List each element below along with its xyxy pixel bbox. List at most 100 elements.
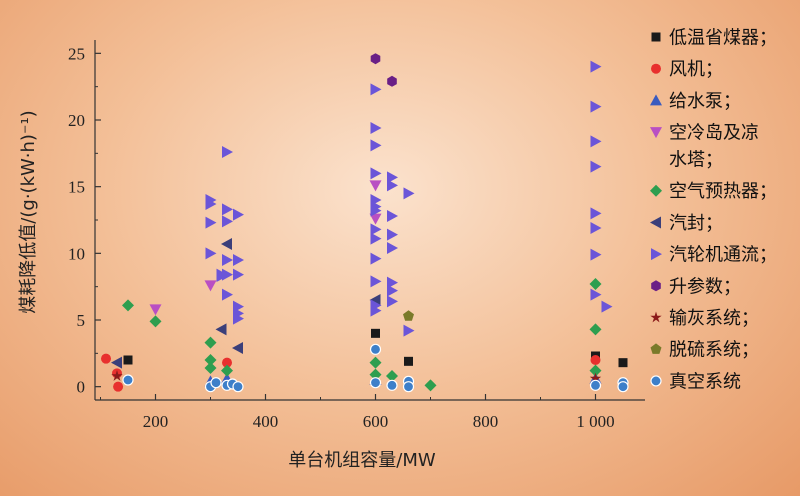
data-point xyxy=(589,278,602,290)
x-axis-title: 单台机组容量/MW xyxy=(288,450,436,471)
data-point xyxy=(370,223,382,236)
data-point xyxy=(386,379,398,391)
legend-item: 脱硫系统； xyxy=(650,340,759,361)
legend-label: 空气预热器； xyxy=(669,181,777,202)
data-point xyxy=(205,216,217,229)
data-point xyxy=(369,356,382,369)
data-point xyxy=(590,100,602,113)
series-5 xyxy=(111,238,381,369)
x-tick-label: 1 000 xyxy=(576,412,614,431)
data-point xyxy=(111,370,123,381)
data-point xyxy=(370,167,382,180)
data-point xyxy=(222,268,233,281)
y-tick-label: 20 xyxy=(68,111,85,130)
data-point xyxy=(370,83,382,96)
legend-label: 空冷岛及凉水塔； xyxy=(669,123,759,171)
data-point xyxy=(589,364,602,377)
data-point xyxy=(386,370,398,382)
data-point xyxy=(387,276,398,289)
series-3 xyxy=(149,180,382,316)
axes: 0 5 10 15 20 25 200 400 600 800 1 000 xyxy=(68,40,645,431)
data-point xyxy=(590,135,602,148)
data-point xyxy=(204,354,217,366)
data-point xyxy=(590,248,602,261)
legend-label: 真空系统 xyxy=(669,371,741,392)
data-point xyxy=(370,275,382,288)
y-tick-label: 5 xyxy=(77,311,86,330)
x-tick-label: 600 xyxy=(363,412,389,431)
data-point xyxy=(222,146,233,158)
data-point xyxy=(369,377,382,389)
legend-marker xyxy=(650,184,662,197)
data-point xyxy=(589,372,602,384)
data-point xyxy=(618,358,628,368)
data-point xyxy=(387,242,398,254)
data-point xyxy=(370,204,382,217)
series-10 xyxy=(122,343,629,393)
data-point xyxy=(590,222,602,234)
data-point xyxy=(233,268,244,281)
data-point xyxy=(370,122,382,134)
data-point xyxy=(403,324,415,337)
x-tick-label: 400 xyxy=(253,412,279,431)
legend-item: 风机； xyxy=(651,59,723,80)
series-7 xyxy=(370,53,397,87)
data-point xyxy=(221,364,233,377)
series-6 xyxy=(205,60,613,337)
data-point xyxy=(222,215,233,228)
data-point xyxy=(424,379,437,392)
data-point xyxy=(370,139,382,152)
data-point xyxy=(149,304,162,316)
legend-label: 脱硫系统； xyxy=(669,340,759,361)
data-point xyxy=(387,228,398,241)
data-point xyxy=(387,75,397,87)
data-point xyxy=(370,53,381,65)
legend-item: 真空系统 xyxy=(650,371,741,392)
data-point xyxy=(617,381,629,393)
data-point xyxy=(222,254,233,266)
data-point xyxy=(204,280,217,292)
legend-marker xyxy=(650,127,662,139)
data-point xyxy=(590,207,602,220)
data-point xyxy=(369,294,381,306)
data-point xyxy=(233,254,244,266)
series-8 xyxy=(111,370,602,392)
data-point xyxy=(387,171,398,184)
data-point xyxy=(370,252,382,265)
data-point xyxy=(589,323,602,336)
legend-item: 空气预热器； xyxy=(650,181,777,202)
legend-label: 升参数； xyxy=(669,276,741,297)
data-point xyxy=(232,342,243,354)
data-point xyxy=(369,180,382,192)
legend-marker xyxy=(650,343,662,354)
data-point xyxy=(402,381,415,393)
data-point xyxy=(370,304,382,317)
data-point xyxy=(590,160,602,173)
data-point xyxy=(387,179,398,192)
legend-label: 汽封； xyxy=(669,213,723,234)
data-point xyxy=(113,381,124,392)
legend: 低温省煤器； 风机； 给水泵； 空冷岛及凉水塔； 空气预热器； 汽封； 汽轮机通流； 升参数；… xyxy=(650,28,777,392)
data-point xyxy=(204,336,217,349)
data-point xyxy=(387,210,398,222)
legend-marker xyxy=(651,248,662,261)
y-axis-title: 煤耗降低值/(g·(kW·h)⁻¹) xyxy=(18,110,39,313)
data-point xyxy=(149,315,162,328)
data-point xyxy=(387,295,398,308)
data-point xyxy=(210,377,222,389)
legend-label: 低温省煤器； xyxy=(669,28,777,49)
data-point xyxy=(204,362,217,374)
legend-label: 风机； xyxy=(669,59,723,80)
data-point xyxy=(369,368,382,381)
series-2 xyxy=(204,372,602,387)
data-point xyxy=(233,312,244,325)
data-point xyxy=(122,374,134,386)
y-tick-label: 15 xyxy=(68,178,85,197)
x-tick-label: 800 xyxy=(473,412,499,431)
legend-marker xyxy=(651,32,661,42)
legend-item: 升参数； xyxy=(651,276,741,297)
data-point xyxy=(205,247,217,260)
data-point xyxy=(215,323,227,336)
y-tick-label: 0 xyxy=(77,378,86,397)
legend-item: 低温省煤器； xyxy=(651,28,777,49)
